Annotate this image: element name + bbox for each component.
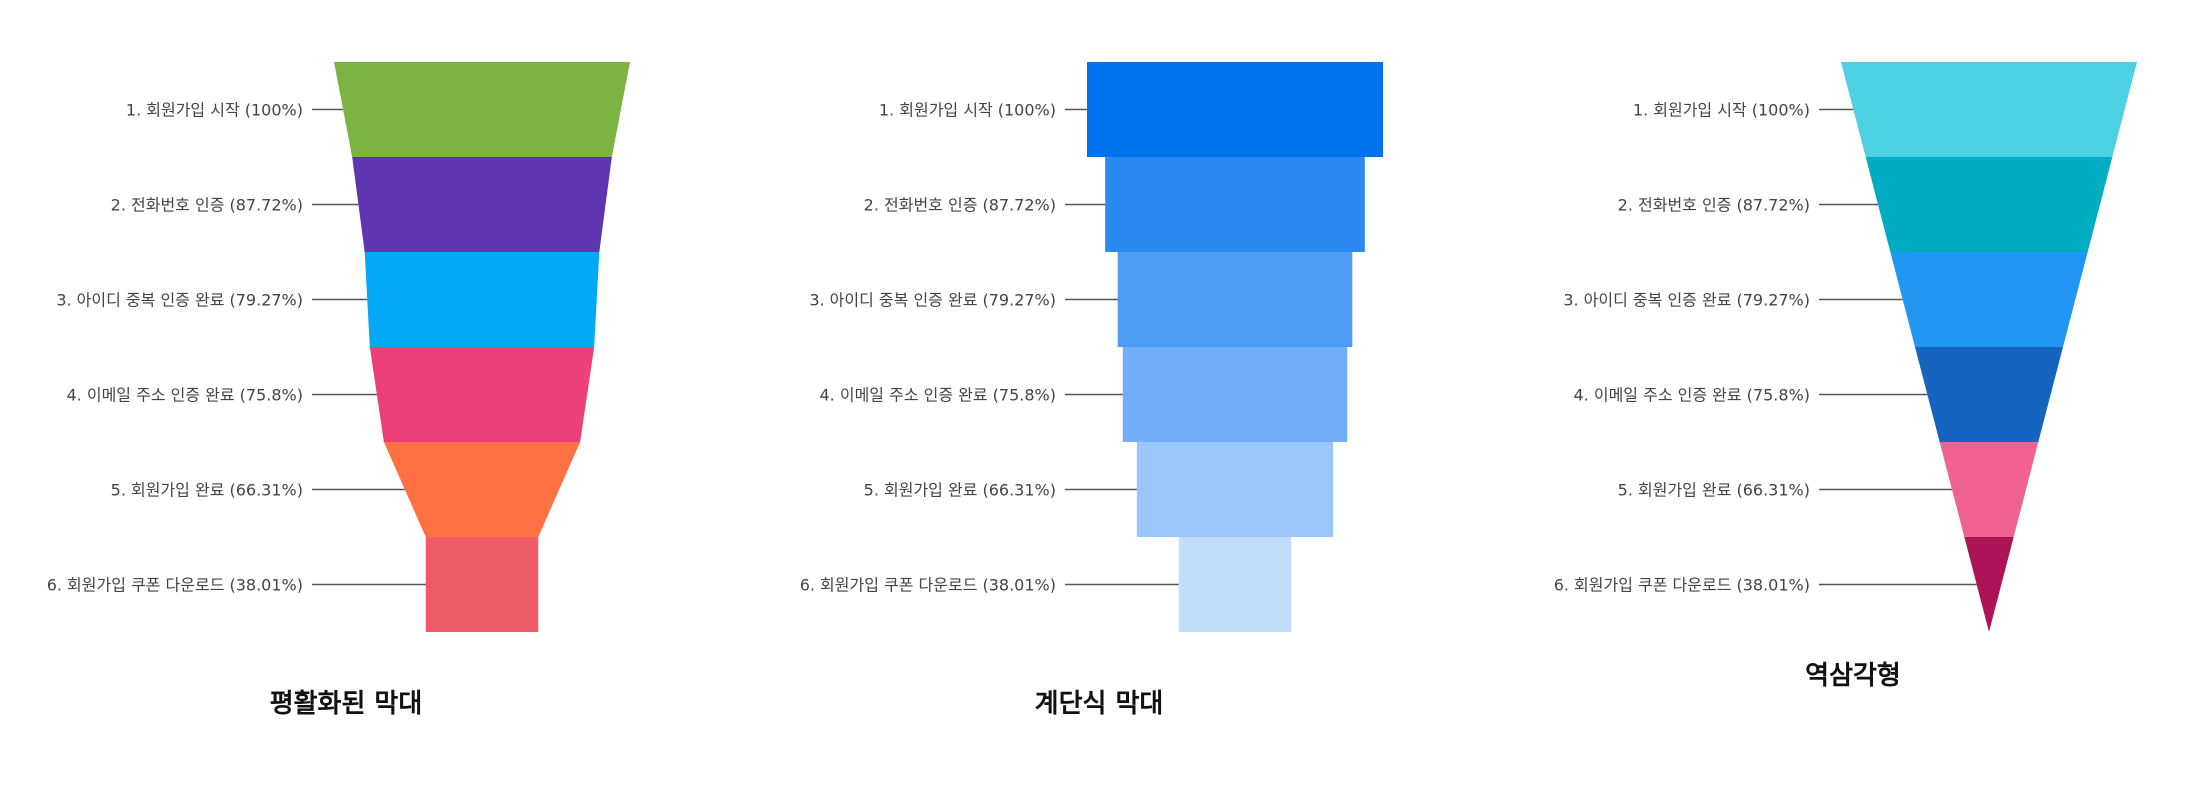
stage-label: 2. 전화번호 인증 (87.72%) [864, 196, 1056, 215]
stage-label: 6. 회원가입 쿠폰 다운로드 (38.01%) [47, 576, 303, 595]
funnel-segment [383, 442, 581, 537]
funnel-segment [1939, 442, 2039, 537]
stage-label: 4. 이메일 주소 인증 완료 (75.8%) [1574, 386, 1811, 405]
funnel-segment [1087, 62, 1383, 157]
stage-label: 6. 회원가입 쿠폰 다운로드 (38.01%) [1554, 576, 1810, 595]
funnel-chart-inverted-triangle: 1. 회원가입 시작 (100%) 2. 전화번호 인증 (87.72%) 3. 아… [1554, 62, 2137, 691]
stage-label: 5. 회원가입 완료 (66.31%) [864, 481, 1056, 500]
stage-label: 3. 아이디 중복 인증 완료 (79.27%) [809, 291, 1056, 310]
funnel-segment [1105, 157, 1365, 252]
stage-label: 2. 전화번호 인증 (87.72%) [111, 196, 303, 215]
funnel-segment [1915, 347, 2063, 442]
stage-label: 1. 회원가입 시작 (100%) [1633, 101, 1810, 120]
funnel-segment [1122, 347, 1348, 442]
funnel-segment [1117, 252, 1353, 347]
stage-label: 5. 회원가입 완료 (66.31%) [111, 481, 303, 500]
funnel-segment [1178, 537, 1292, 632]
stage-label: 6. 회원가입 쿠폰 다운로드 (38.01%) [800, 576, 1056, 595]
funnel-segment [1890, 252, 2088, 347]
chart-title: 평활화된 막대 [270, 689, 423, 719]
stage-label: 5. 회원가입 완료 (66.31%) [1618, 481, 1810, 500]
funnel-segment [1865, 157, 2113, 252]
funnel-segment [352, 157, 612, 252]
stage-label: 4. 이메일 주소 인증 완료 (75.8%) [820, 386, 1057, 405]
funnel-segment [1841, 62, 2137, 157]
stage-label: 3. 아이디 중복 인증 완료 (79.27%) [1563, 291, 1810, 310]
chart-title: 계단식 막대 [1035, 689, 1164, 719]
funnel-segment [364, 252, 600, 347]
stage-label: 2. 전화번호 인증 (87.72%) [1618, 196, 1810, 215]
stage-label: 1. 회원가입 시작 (100%) [126, 101, 303, 120]
chart-title: 역삼각형 [1805, 661, 1901, 691]
funnel-segment [334, 62, 630, 157]
funnel-segment [369, 347, 595, 442]
stage-label: 4. 이메일 주소 인증 완료 (75.8%) [67, 386, 304, 405]
funnel-segment [1964, 537, 2014, 632]
funnel-chart-stepped: 1. 회원가입 시작 (100%) 2. 전화번호 인증 (87.72%) 3. 아… [800, 62, 1383, 719]
funnel-segment [425, 537, 539, 632]
stage-label: 1. 회원가입 시작 (100%) [879, 101, 1056, 120]
funnel-chart-flattened: 1. 회원가입 시작 (100%) 2. 전화번호 인증 (87.72%) 3. 아… [47, 62, 630, 719]
stage-label: 3. 아이디 중복 인증 완료 (79.27%) [56, 291, 303, 310]
funnel-segment [1136, 442, 1334, 537]
